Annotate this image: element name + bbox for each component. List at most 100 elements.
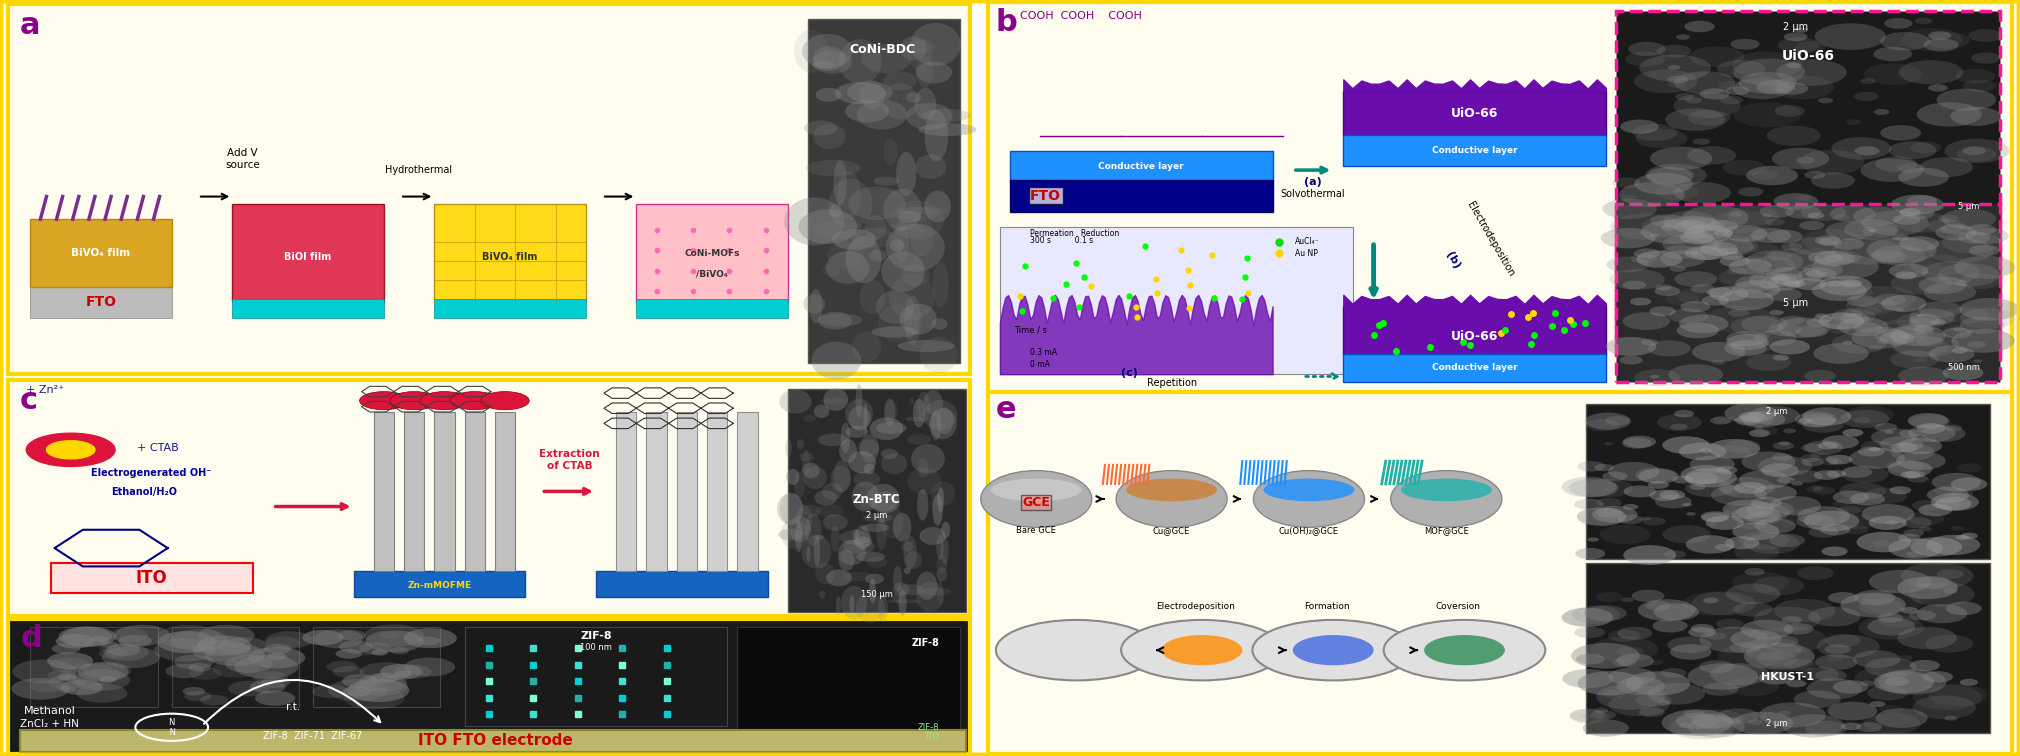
Circle shape [1594,708,1608,713]
Circle shape [1705,220,1739,232]
Ellipse shape [923,390,943,415]
Text: (c): (c) [1121,368,1137,379]
Circle shape [1929,345,1976,363]
Circle shape [1802,444,1824,452]
Circle shape [1804,511,1858,531]
Circle shape [1596,497,1622,507]
Circle shape [1749,497,1782,509]
Circle shape [313,685,347,698]
Circle shape [1770,534,1806,547]
Circle shape [1871,250,1907,264]
Circle shape [1832,491,1869,504]
Circle shape [46,441,95,459]
Circle shape [1832,498,1873,513]
Circle shape [1622,435,1656,448]
Circle shape [1685,225,1733,243]
Circle shape [1889,538,1943,559]
Circle shape [61,664,121,686]
Circle shape [77,662,129,681]
Circle shape [1927,219,1965,234]
Ellipse shape [858,488,875,510]
Circle shape [327,661,358,672]
Circle shape [1923,283,1976,302]
Ellipse shape [838,540,867,565]
FancyBboxPatch shape [1343,91,1606,136]
Ellipse shape [846,236,881,284]
Circle shape [1721,485,1745,495]
Circle shape [1860,159,1923,182]
Circle shape [1893,215,1921,225]
Circle shape [1822,435,1858,449]
Ellipse shape [838,170,861,221]
Circle shape [1824,644,1850,654]
Circle shape [1838,318,1889,336]
Ellipse shape [798,439,804,450]
Text: FTO: FTO [85,296,117,309]
Circle shape [1802,229,1862,252]
Circle shape [1943,307,1990,324]
Circle shape [1959,679,1978,686]
Circle shape [1951,489,1974,497]
Circle shape [1654,284,1673,290]
Circle shape [1778,476,1796,483]
Circle shape [1955,280,1970,286]
Circle shape [1751,228,1792,243]
Circle shape [1729,642,1761,653]
Circle shape [1913,696,1976,719]
Circle shape [1826,655,1842,662]
Circle shape [1731,316,1784,336]
Circle shape [1877,613,1903,623]
Ellipse shape [830,466,850,492]
Circle shape [1881,125,1921,141]
Circle shape [1705,516,1743,530]
Ellipse shape [786,439,792,457]
Circle shape [1703,683,1739,696]
Circle shape [1666,637,1711,653]
Circle shape [1782,714,1844,738]
Circle shape [1862,488,1907,504]
Ellipse shape [915,88,935,119]
Ellipse shape [848,451,877,473]
Circle shape [1790,470,1822,483]
Ellipse shape [905,551,921,569]
Text: b: b [996,8,1018,36]
Circle shape [1868,447,1881,451]
Ellipse shape [861,80,885,109]
Ellipse shape [877,290,915,324]
Circle shape [1711,417,1731,425]
Circle shape [1618,515,1642,524]
Circle shape [1741,451,1796,472]
Ellipse shape [931,411,941,441]
FancyBboxPatch shape [596,571,768,597]
Circle shape [1774,442,1794,450]
Circle shape [30,680,63,692]
Ellipse shape [877,516,887,550]
Circle shape [1816,670,1846,681]
Circle shape [1719,95,1743,104]
Circle shape [1784,623,1814,634]
Circle shape [327,679,388,702]
Circle shape [1840,593,1907,618]
Circle shape [1646,167,1693,184]
Ellipse shape [861,434,879,463]
Ellipse shape [881,448,897,459]
Circle shape [1671,715,1735,739]
Circle shape [333,666,364,677]
Text: 2 μm: 2 μm [1784,22,1808,33]
Circle shape [1602,472,1628,481]
Text: ZIF-8: ZIF-8 [911,638,939,649]
Circle shape [1622,312,1671,330]
FancyBboxPatch shape [313,627,440,707]
Circle shape [1929,31,1951,40]
Ellipse shape [780,389,812,414]
Circle shape [1701,511,1729,522]
FancyBboxPatch shape [30,219,172,287]
Circle shape [1802,417,1844,432]
Circle shape [1772,454,1792,461]
Circle shape [1701,296,1729,305]
Text: Cu@GCE: Cu@GCE [1153,526,1190,535]
Ellipse shape [897,340,953,352]
Circle shape [1941,209,1996,229]
Ellipse shape [782,519,808,550]
Circle shape [1814,486,1834,494]
